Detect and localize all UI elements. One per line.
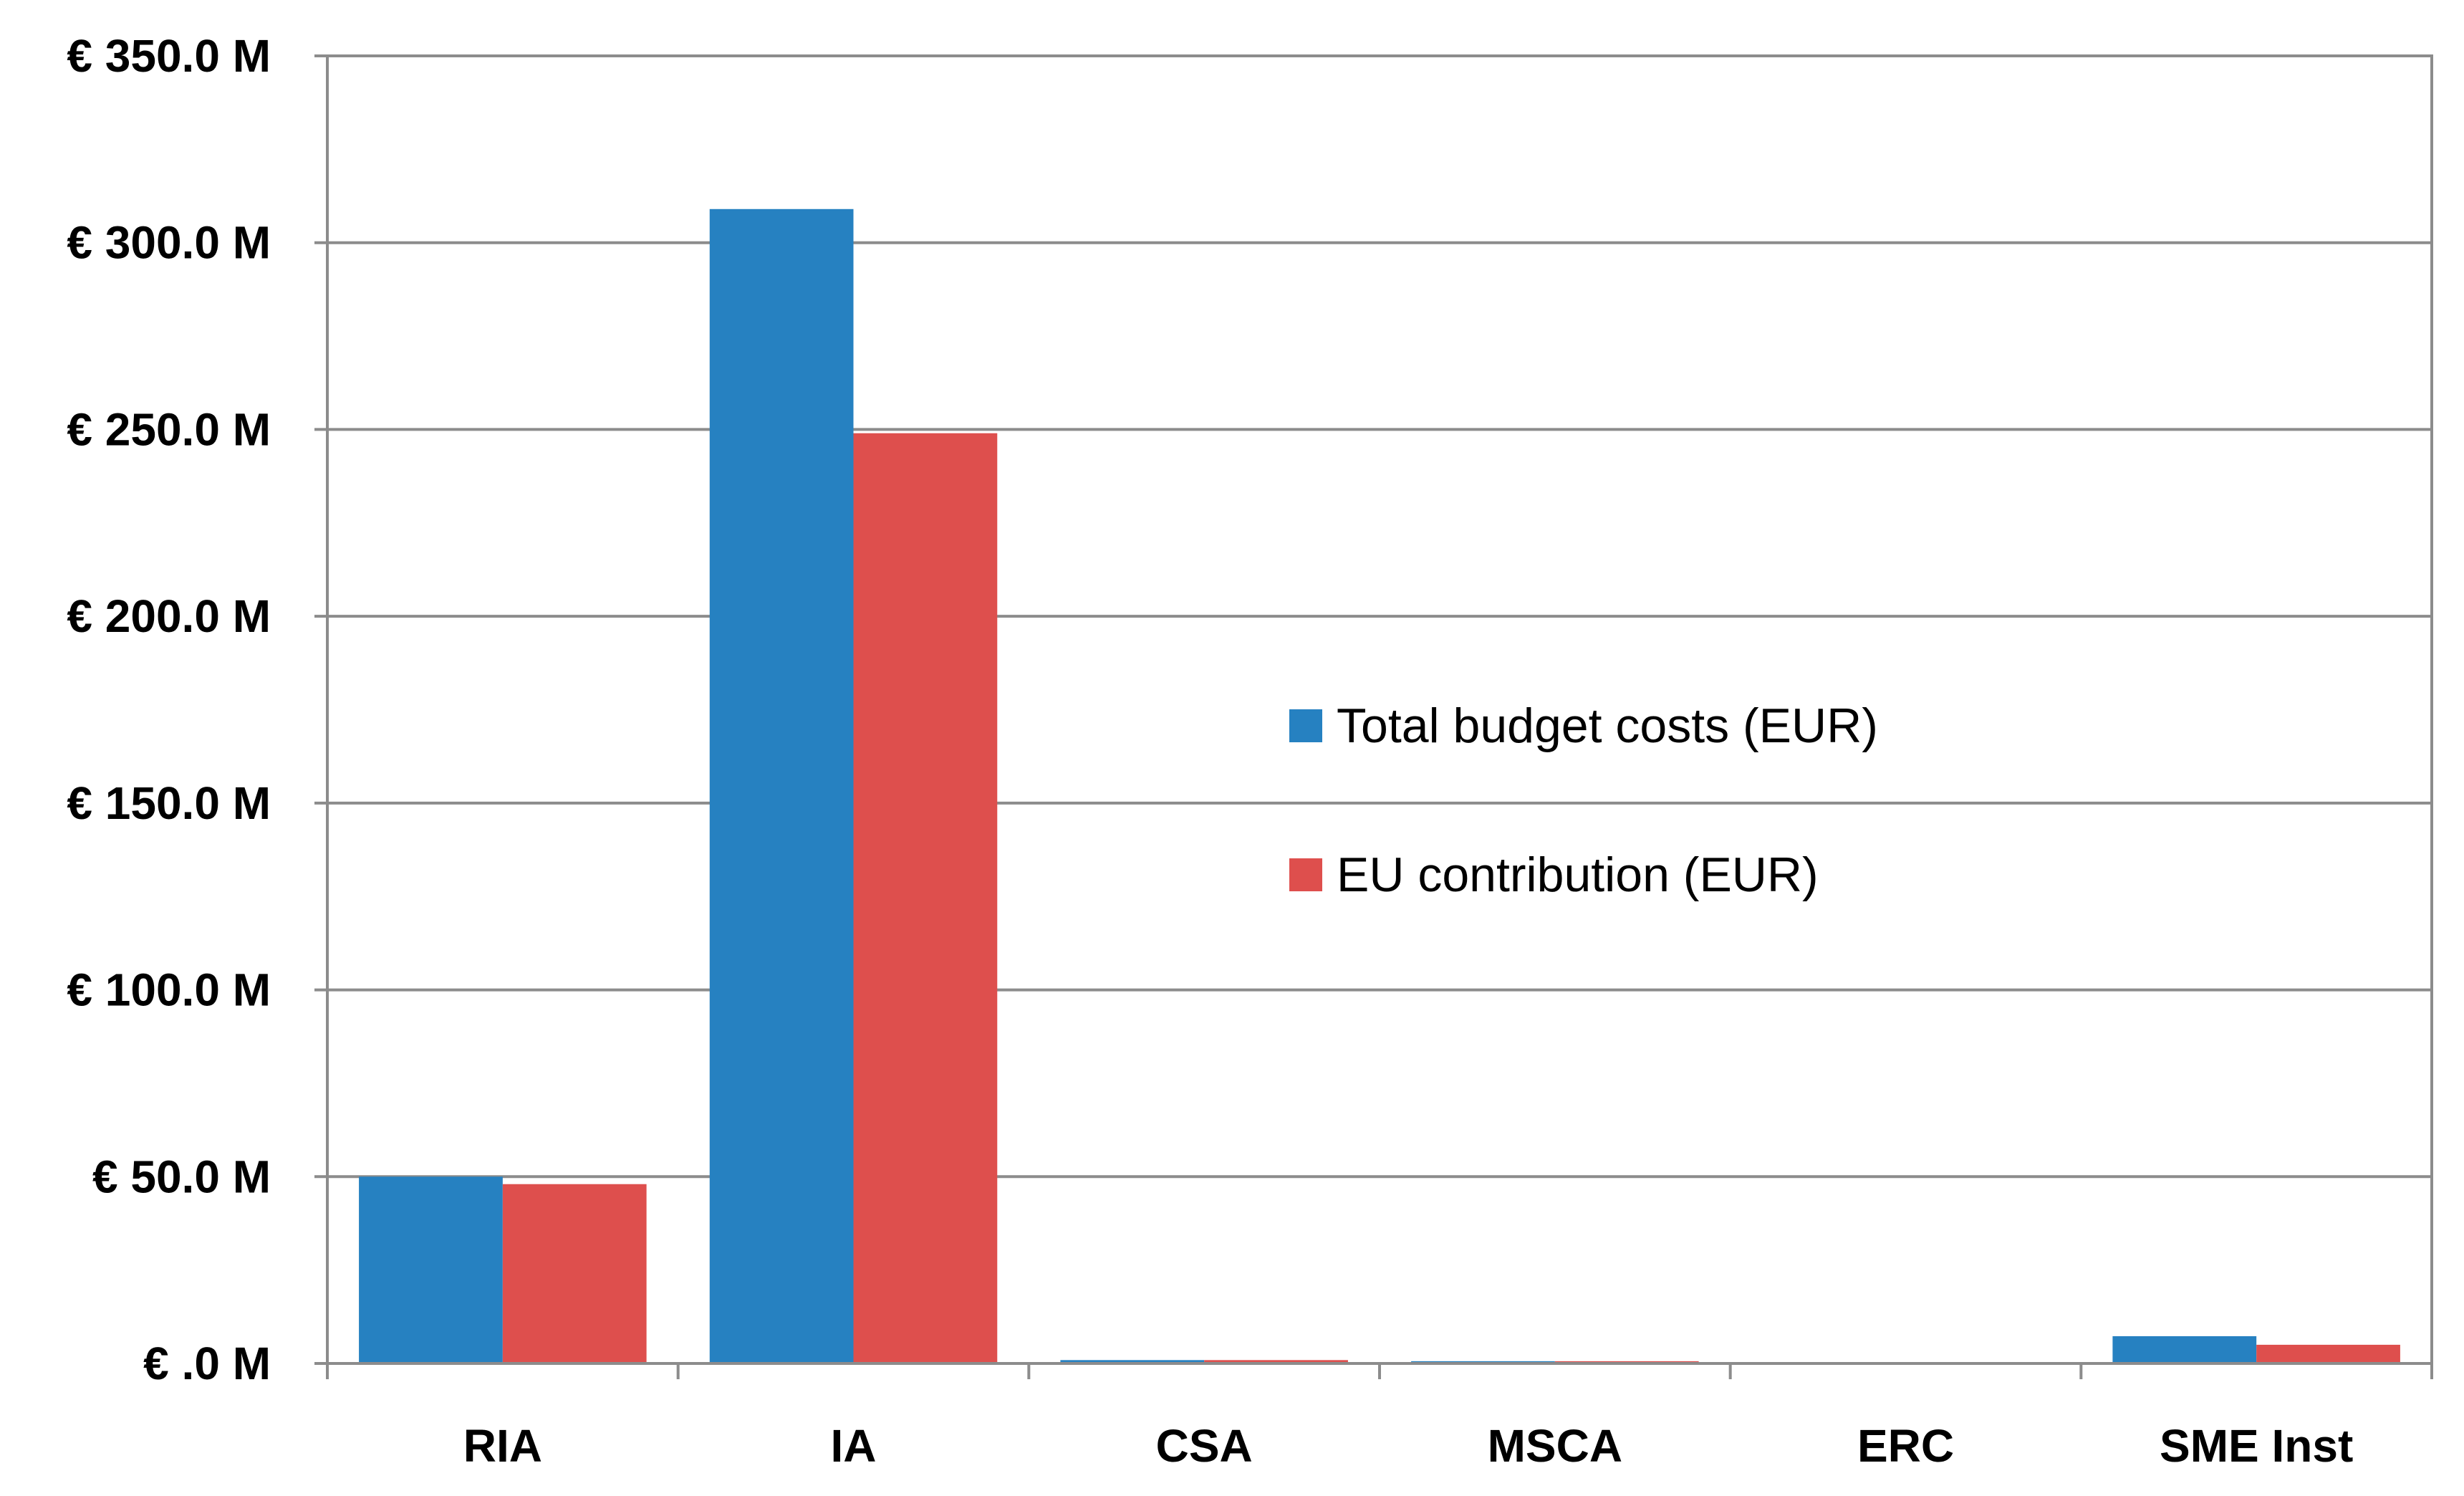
y-tick-label-1: € 50.0 M (92, 1151, 271, 1202)
y-tick-label-6: € 300.0 M (67, 217, 271, 269)
bar-ia-series-1 (853, 433, 998, 1364)
legend: Total budget costs (EUR) EU contribution… (1289, 699, 1878, 902)
y-tick-label-2: € 100.0 M (67, 964, 271, 1016)
x-tick-label-ria: RIA (463, 1420, 542, 1472)
axes (314, 54, 2433, 1379)
bar-csa-series-1 (1204, 1360, 1348, 1363)
legend-label-total-budget: Total budget costs (EUR) (1337, 699, 1878, 753)
y-tick-label-3: € 150.0 M (67, 777, 271, 829)
y-tick-label-4: € 200.0 M (67, 590, 271, 642)
bar-ria-series-1 (502, 1184, 647, 1363)
bar-ria-series-0 (359, 1176, 503, 1363)
bar-sme-inst-series-0 (2112, 1336, 2257, 1363)
x-axis-tick-labels: RIA IA CSA MSCA ERC SME Inst (463, 1420, 2354, 1472)
bars (359, 208, 2400, 1364)
y-tick-label-5: € 250.0 M (67, 403, 271, 455)
y-tick-label-0: € .0 M (143, 1338, 271, 1389)
bar-sme-inst-series-1 (2256, 1344, 2400, 1363)
legend-swatch-eu-contribution (1289, 858, 1322, 891)
y-axis-tick-labels: € .0 M € 50.0 M € 100.0 M € 150.0 M € 200.0 … (67, 30, 271, 1389)
x-tick-label-csa: CSA (1156, 1420, 1253, 1472)
bar-csa-series-0 (1060, 1360, 1205, 1363)
x-tick-label-sme-inst: SME Inst (2160, 1420, 2353, 1472)
bar-ia-series-0 (709, 208, 854, 1364)
legend-swatch-total-budget (1289, 709, 1322, 742)
x-tick-label-msca: MSCA (1488, 1420, 1622, 1472)
x-tick-label-erc: ERC (1857, 1420, 1954, 1472)
y-tick-label-7: € 350.0 M (67, 30, 271, 82)
legend-label-eu-contribution: EU contribution (EUR) (1337, 848, 1819, 902)
x-tick-label-ia: IA (831, 1420, 877, 1472)
